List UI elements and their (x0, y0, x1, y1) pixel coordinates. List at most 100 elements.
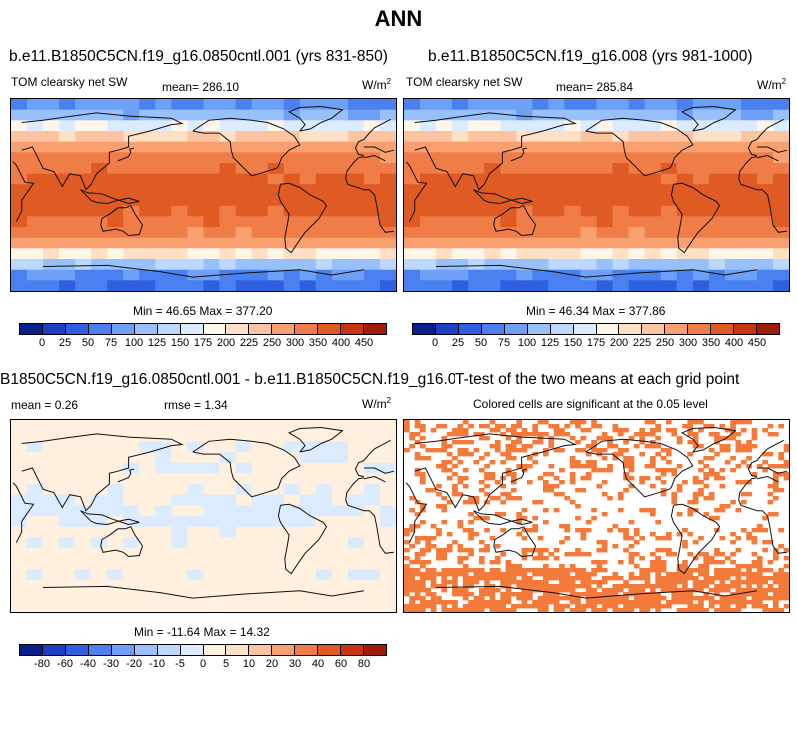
field-cell (187, 420, 205, 432)
field-cell (251, 580, 269, 592)
field-cell (59, 473, 76, 485)
significant-cell (746, 564, 752, 569)
significant-cell (773, 480, 779, 485)
significant-cell (666, 420, 672, 425)
significant-cell (494, 424, 501, 429)
significant-cell (420, 584, 426, 589)
significant-cell (478, 608, 485, 612)
significant-cell (751, 560, 758, 565)
field-cell (235, 280, 253, 291)
significant-cell (687, 512, 694, 517)
significant-cell (543, 564, 549, 569)
significant-cell (724, 448, 731, 453)
field-cell (420, 141, 437, 153)
field-cell (420, 248, 437, 260)
field-cell (516, 237, 533, 249)
significant-cell (553, 476, 560, 481)
field-cell (283, 505, 301, 517)
colorbar-tick-label: 20 (265, 658, 279, 670)
field-cell (155, 237, 172, 249)
coastline-3 (738, 156, 758, 191)
field-cell (75, 205, 92, 217)
significant-cell (489, 572, 496, 577)
field-cell (11, 120, 28, 132)
significant-cell (703, 556, 710, 561)
significant-cell (778, 572, 784, 577)
field-cell (203, 505, 221, 517)
significant-cell (409, 432, 415, 437)
field-cell (107, 526, 124, 538)
significant-cell (414, 440, 421, 445)
panel-2-title: b.e11.B1850C5CN.f19_g16.008 (yrs 981-100… (428, 48, 753, 65)
significant-cell (633, 588, 640, 593)
significant-cell (617, 496, 624, 501)
field-cell (107, 163, 124, 175)
significant-cell (719, 596, 726, 601)
field-cell (347, 205, 365, 217)
field-cell (219, 441, 237, 453)
significant-cell (420, 572, 426, 577)
significant-cell (762, 460, 768, 465)
significant-cell (532, 500, 538, 505)
significant-cell (462, 440, 469, 445)
field-cell (91, 259, 108, 271)
significant-cell (719, 436, 726, 441)
field-cell (484, 152, 501, 164)
field-cell (43, 269, 60, 281)
field-cell (123, 152, 140, 164)
field-cell (484, 205, 501, 217)
field-cell (203, 452, 221, 464)
significant-cell (767, 424, 774, 429)
field-cell (75, 99, 92, 111)
colorbar-tick-label: -20 (126, 658, 142, 670)
field-cell (187, 120, 205, 132)
field-cell (596, 259, 614, 271)
field-cell (299, 441, 317, 453)
significant-cell (601, 468, 608, 473)
field-cell (347, 152, 365, 164)
field-cell (299, 558, 317, 570)
significant-cell (409, 580, 415, 585)
field-cell (139, 99, 156, 111)
significant-cell (671, 592, 678, 597)
field-cell (612, 141, 630, 153)
significant-cell (510, 448, 517, 453)
field-cell (660, 195, 678, 207)
field-cell (267, 548, 285, 560)
significant-cell (644, 608, 651, 612)
field-cell (187, 131, 205, 143)
significant-cell (430, 568, 437, 573)
field-cell (155, 227, 172, 239)
significant-cell (628, 484, 635, 489)
field-cell (155, 195, 172, 207)
field-cell (580, 99, 598, 111)
field-cell (235, 173, 253, 185)
field-cell (436, 269, 453, 281)
field-cell (484, 237, 501, 249)
field-cell (773, 195, 789, 207)
field-cell (27, 420, 44, 432)
field-cell (123, 569, 140, 581)
significant-cell (489, 460, 496, 465)
field-cell (596, 163, 614, 175)
significant-cell (516, 592, 522, 597)
significant-cell (441, 520, 448, 525)
field-cell (235, 601, 253, 612)
significant-cell (553, 608, 560, 612)
field-cell (380, 141, 396, 153)
significant-cell (532, 516, 538, 521)
significant-cell (575, 504, 581, 509)
field-cell (187, 216, 205, 228)
field-cell (740, 99, 758, 111)
field-cell (404, 259, 421, 271)
significant-cell (457, 460, 464, 465)
field-cell (43, 205, 60, 217)
significant-cell (580, 604, 587, 609)
field-cell (139, 227, 156, 239)
significant-cell (527, 432, 533, 437)
significant-cell (719, 588, 726, 593)
field-cell (187, 516, 205, 528)
field-cell (363, 227, 381, 239)
coastline-1 (670, 503, 721, 575)
field-cell (644, 173, 662, 185)
